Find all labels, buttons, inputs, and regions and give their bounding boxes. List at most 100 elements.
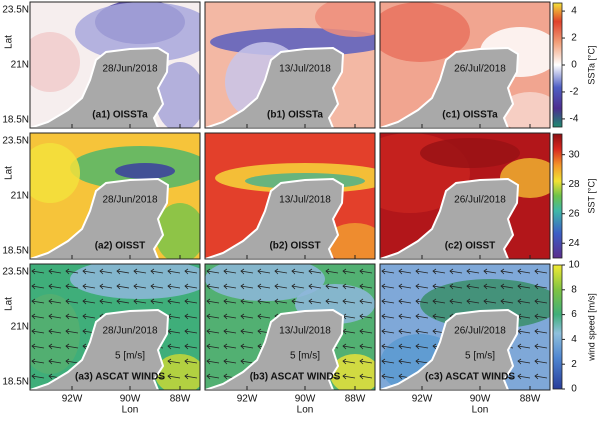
wind-arrow bbox=[517, 345, 531, 349]
wind-arrow-head bbox=[31, 313, 36, 320]
wind-arrow-head bbox=[184, 343, 189, 350]
wind-arrow bbox=[534, 300, 548, 304]
wind-arrow bbox=[116, 300, 130, 304]
wind-arrow bbox=[31, 285, 45, 289]
x-tick-label: 92W bbox=[62, 394, 83, 405]
wind-arrow bbox=[449, 270, 463, 274]
wind-arrow bbox=[342, 345, 356, 349]
map-field bbox=[30, 264, 200, 390]
wind-arrow bbox=[99, 270, 113, 274]
wind-arrow-head bbox=[415, 283, 420, 290]
wind-arrow-head bbox=[415, 358, 420, 365]
wind-arrow bbox=[99, 300, 113, 304]
wind-arrow bbox=[359, 345, 373, 349]
wind-arrow bbox=[31, 375, 45, 379]
wind-arrow bbox=[449, 300, 463, 304]
wind-arrow-head bbox=[82, 343, 87, 350]
wind-arrow-head bbox=[116, 298, 121, 305]
panel-label: (a1) OISSTa bbox=[92, 110, 148, 121]
field-patch bbox=[315, 2, 375, 37]
wind-arrow bbox=[65, 300, 79, 304]
wind-arrow bbox=[240, 315, 254, 319]
wind-arrow-head bbox=[167, 283, 172, 290]
land bbox=[380, 308, 520, 390]
wind-arrow-head bbox=[517, 373, 522, 380]
wind-arrow bbox=[223, 315, 237, 319]
wind-arrow bbox=[133, 270, 147, 274]
x-tick-label: 88W bbox=[170, 394, 191, 405]
wind-arrow-head bbox=[223, 298, 228, 305]
wind-arrow-head bbox=[398, 358, 403, 365]
panel-date: 28/Jun/2018 bbox=[102, 64, 157, 75]
wind-arrow bbox=[381, 300, 395, 304]
wind-arrow bbox=[381, 270, 395, 274]
wind-arrow-head bbox=[342, 358, 347, 365]
wind-arrow-head bbox=[65, 313, 70, 320]
wind-arrow-head bbox=[116, 283, 121, 290]
field-patch bbox=[30, 143, 80, 203]
wind-arrow bbox=[150, 285, 164, 289]
wind-arrow-head bbox=[517, 283, 522, 290]
wind-arrow bbox=[31, 330, 45, 334]
wind-arrow-head bbox=[206, 313, 211, 320]
x-tick-label: 92W bbox=[412, 394, 433, 405]
wind-arrow-head bbox=[359, 343, 364, 350]
field-patch bbox=[155, 203, 200, 259]
wind-arrow-head bbox=[31, 343, 36, 350]
wind-arrow bbox=[359, 375, 373, 379]
wind-arrow bbox=[167, 360, 181, 364]
wind-arrow-head bbox=[398, 283, 403, 290]
wind-arrow bbox=[82, 315, 96, 319]
wind-arrow bbox=[184, 300, 198, 304]
wind-arrow-head bbox=[82, 313, 87, 320]
wind-arrow-head bbox=[133, 283, 138, 290]
wind-arrow-head bbox=[133, 268, 138, 275]
wind-arrow-head bbox=[99, 298, 104, 305]
y-tick-label: 23.5N bbox=[2, 136, 29, 147]
wind-arrow bbox=[534, 285, 548, 289]
wind-arrow bbox=[325, 285, 339, 289]
wind-arrow bbox=[257, 270, 271, 274]
wind-arrow bbox=[167, 375, 181, 379]
wind-arrow-head bbox=[534, 283, 539, 290]
wind-arrow-head bbox=[184, 268, 189, 275]
panel-label: (a3) ASCAT WINDS bbox=[75, 372, 165, 383]
wind-arrow bbox=[184, 270, 198, 274]
field-patch bbox=[70, 264, 200, 299]
wind-arrow bbox=[65, 360, 79, 364]
map-field bbox=[380, 2, 550, 128]
wind-arrow-head bbox=[206, 268, 211, 275]
wind-arrow-head bbox=[31, 283, 36, 290]
panel-frame bbox=[204, 132, 376, 260]
wind-arrow-head bbox=[534, 328, 539, 335]
wind-arrow-head bbox=[31, 328, 36, 335]
wind-arrow-head bbox=[432, 313, 437, 320]
y-axis-label: Lat bbox=[4, 297, 15, 311]
y-tick-label: 23.5N bbox=[2, 5, 29, 16]
land bbox=[205, 177, 345, 259]
wind-arrow-head bbox=[342, 373, 347, 380]
wind-arrow bbox=[517, 315, 531, 319]
wind-arrow bbox=[517, 375, 531, 379]
wind-arrow bbox=[325, 300, 339, 304]
wind-arrow-head bbox=[82, 298, 87, 305]
x-tick-label: 90W bbox=[120, 394, 141, 405]
wind-arrow-head bbox=[274, 283, 279, 290]
wind-arrow-head bbox=[415, 268, 420, 275]
y-tick-label: 21N bbox=[11, 191, 29, 202]
wind-arrow-head bbox=[184, 313, 189, 320]
wind-arrow bbox=[466, 270, 480, 274]
wind-arrow-head bbox=[483, 298, 488, 305]
wind-arrow-head bbox=[48, 328, 53, 335]
wind-arrow bbox=[82, 285, 96, 289]
map-panel: 28/Jun/2018 5 [m/s] (a3) ASCAT WINDS bbox=[29, 263, 201, 391]
wind-arrow bbox=[500, 270, 514, 274]
wind-arrow bbox=[534, 345, 548, 349]
wind-arrow-head bbox=[82, 283, 87, 290]
wind-arrow-head bbox=[359, 268, 364, 275]
wind-arrow bbox=[308, 300, 322, 304]
map-field bbox=[30, 2, 200, 128]
wind-arrow bbox=[359, 285, 373, 289]
wind-arrow bbox=[291, 300, 305, 304]
wind-arrow-head bbox=[534, 373, 539, 380]
